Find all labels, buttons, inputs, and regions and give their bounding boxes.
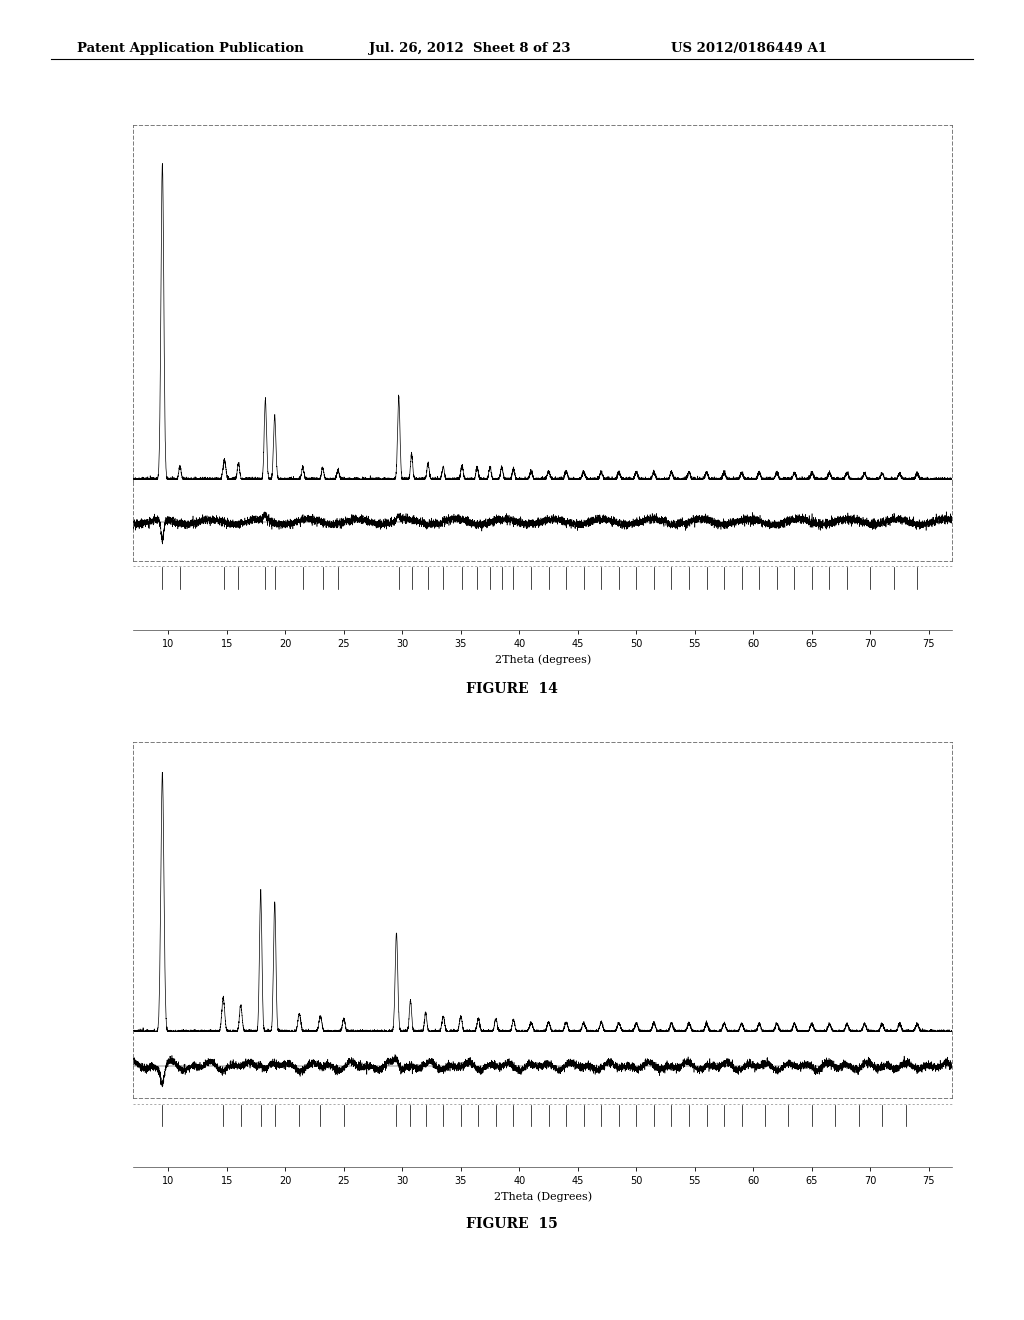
Text: Patent Application Publication: Patent Application Publication (77, 42, 303, 55)
Text: FIGURE  14: FIGURE 14 (466, 682, 558, 697)
Text: US 2012/0186449 A1: US 2012/0186449 A1 (671, 42, 826, 55)
X-axis label: 2Theta (degrees): 2Theta (degrees) (495, 655, 591, 665)
Text: FIGURE  15: FIGURE 15 (466, 1217, 558, 1232)
X-axis label: 2Theta (Degrees): 2Theta (Degrees) (494, 1192, 592, 1203)
Text: Jul. 26, 2012  Sheet 8 of 23: Jul. 26, 2012 Sheet 8 of 23 (369, 42, 570, 55)
